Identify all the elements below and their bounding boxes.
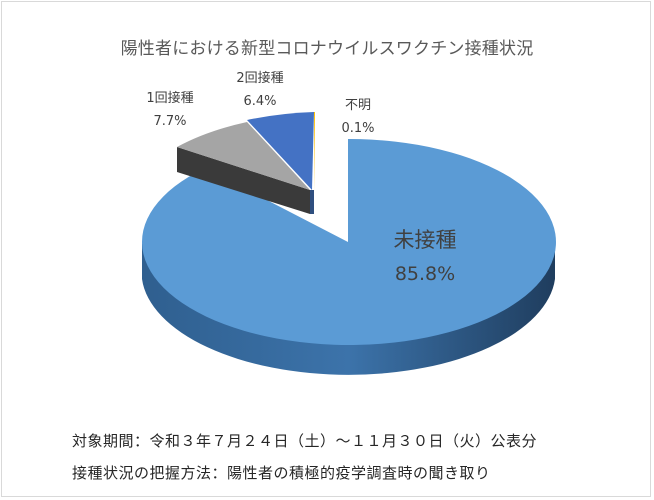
label-unvaccinated-name: 未接種 bbox=[394, 228, 457, 252]
slice-two-dose bbox=[247, 112, 314, 190]
slice-one-dose bbox=[177, 122, 310, 190]
chart-title: 陽性者における新型コロナウイルスワクチン接種状況 bbox=[120, 39, 534, 59]
slice-side-one-dose bbox=[177, 147, 310, 214]
slice-side-two-dose bbox=[310, 190, 314, 214]
method-note: 接種状況の把握方法：陽性者の積極的疫学調査時の聞き取り bbox=[72, 464, 491, 482]
label-one-dose-name: 1回接種 bbox=[146, 90, 193, 106]
label-unknown-value: 0.1% bbox=[341, 121, 374, 136]
label-unknown-name: 不明 bbox=[345, 98, 371, 113]
label-two-dose-name: 2回接種 bbox=[236, 70, 283, 86]
slice-unknown bbox=[314, 112, 315, 192]
slice-side-unvaccinated bbox=[142, 242, 555, 375]
label-unvaccinated-value: 85.8% bbox=[395, 263, 455, 285]
period-note: 対象期間：令和３年７月２４日（土）～１１月３０日（火）公表分 bbox=[72, 432, 538, 450]
label-one-dose-value: 7.7% bbox=[153, 114, 186, 129]
label-two-dose-value: 6.4% bbox=[243, 94, 276, 109]
